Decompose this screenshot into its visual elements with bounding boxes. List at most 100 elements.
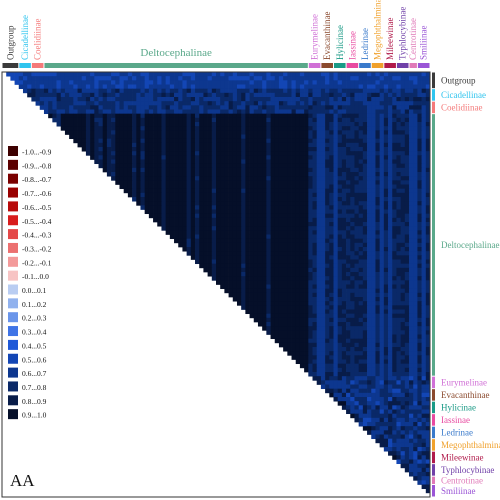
heatmap-cell [404, 130, 410, 135]
heatmap-cell [396, 317, 401, 323]
heatmap-cell [320, 167, 326, 173]
heatmap-cell [274, 147, 280, 152]
heatmap-cell [367, 305, 372, 310]
heatmap-cell [245, 234, 250, 240]
heatmap-cell [367, 384, 372, 390]
heatmap-cell [283, 105, 288, 110]
heatmap-cell [35, 72, 41, 77]
heatmap-cell [337, 384, 343, 390]
heatmap-cell [111, 147, 116, 152]
heatmap-cell [295, 351, 301, 356]
heatmap-cell [417, 330, 422, 335]
heatmap-cell [425, 188, 431, 194]
heatmap-cell [320, 272, 326, 277]
heatmap-cell [266, 259, 271, 265]
heatmap-cell [375, 405, 380, 410]
heatmap-cell [186, 151, 192, 156]
heatmap-cell [186, 184, 192, 190]
heatmap-cell [333, 347, 339, 352]
heatmap-cell [400, 209, 406, 215]
heatmap-cell [257, 134, 263, 140]
heatmap-cell [329, 138, 334, 144]
heatmap-cell [358, 338, 364, 344]
heatmap-cell [283, 122, 288, 127]
heatmap-cell [81, 113, 87, 119]
heatmap-cell [94, 101, 99, 106]
heatmap-cell [367, 167, 372, 173]
heatmap-cell [94, 88, 99, 94]
heatmap-cell [350, 88, 355, 94]
heatmap-cell [350, 113, 355, 119]
heatmap-cell [354, 363, 360, 369]
heatmap-cell [392, 180, 397, 185]
heatmap-cell [270, 259, 276, 265]
heatmap-cell [417, 142, 422, 148]
heatmap-cell [195, 247, 200, 252]
heatmap-cell [211, 176, 217, 181]
top-group-bar-evacanthinae [321, 63, 333, 68]
heatmap-cell [153, 159, 158, 165]
heatmap-cell [278, 259, 284, 265]
heatmap-cell [388, 388, 393, 394]
heatmap-cell [283, 84, 288, 90]
heatmap-cell [362, 405, 368, 410]
heatmap-cell [325, 359, 330, 365]
heatmap-cell [329, 309, 334, 315]
heatmap-cell [69, 72, 74, 77]
heatmap-cell [417, 192, 422, 198]
heatmap-cell [90, 72, 95, 77]
heatmap-cell [346, 259, 351, 265]
heatmap-cell [404, 288, 410, 294]
heatmap-cell [417, 213, 422, 219]
heatmap-cell [350, 392, 355, 398]
heatmap-cell [81, 147, 87, 152]
heatmap-cell [119, 126, 125, 131]
heatmap-cell [283, 334, 288, 340]
heatmap-cell [278, 313, 284, 319]
heatmap-cell [270, 217, 276, 223]
heatmap-cell [396, 288, 401, 294]
heatmap-cell [278, 159, 284, 165]
heatmap-cell [6, 72, 11, 77]
heatmap-cell [211, 92, 217, 98]
heatmap-cell [283, 342, 288, 348]
heatmap-cell [249, 255, 255, 260]
heatmap-cell [257, 92, 263, 98]
heatmap-cell [400, 247, 406, 252]
heatmap-cell [220, 72, 225, 77]
heatmap-cell [425, 255, 431, 260]
heatmap-cell [329, 155, 334, 160]
heatmap-cell [333, 276, 339, 281]
heatmap-cell [346, 130, 351, 135]
heatmap-cell [274, 305, 280, 310]
heatmap-cell [232, 172, 238, 177]
heatmap-cell [228, 172, 234, 177]
heatmap-cell [31, 80, 36, 85]
heatmap-cell [316, 242, 322, 248]
heatmap-cell [320, 322, 326, 327]
heatmap-cell [383, 130, 389, 135]
heatmap-cell [169, 155, 175, 160]
heatmap-cell [409, 267, 414, 273]
heatmap-cell [186, 88, 192, 94]
heatmap-cell [299, 172, 305, 177]
heatmap-cell [283, 338, 288, 344]
heatmap-cell [404, 88, 410, 94]
heatmap-cell [132, 167, 137, 173]
heatmap-cell [396, 130, 401, 135]
heatmap-cell [253, 234, 259, 240]
heatmap-cell [312, 105, 318, 110]
heatmap-cell [312, 288, 318, 294]
heatmap-cell [144, 101, 150, 106]
heatmap-cell [111, 159, 116, 165]
heatmap-cell [69, 88, 74, 94]
heatmap-cell [404, 147, 410, 152]
heatmap-cell [245, 105, 250, 110]
heatmap-cell [304, 147, 309, 152]
heatmap-cell [111, 101, 116, 106]
heatmap-cell [253, 272, 259, 277]
heatmap-cell [409, 105, 414, 110]
heatmap-cell [153, 134, 158, 140]
heatmap-cell [295, 213, 301, 219]
heatmap-cell [329, 372, 334, 377]
